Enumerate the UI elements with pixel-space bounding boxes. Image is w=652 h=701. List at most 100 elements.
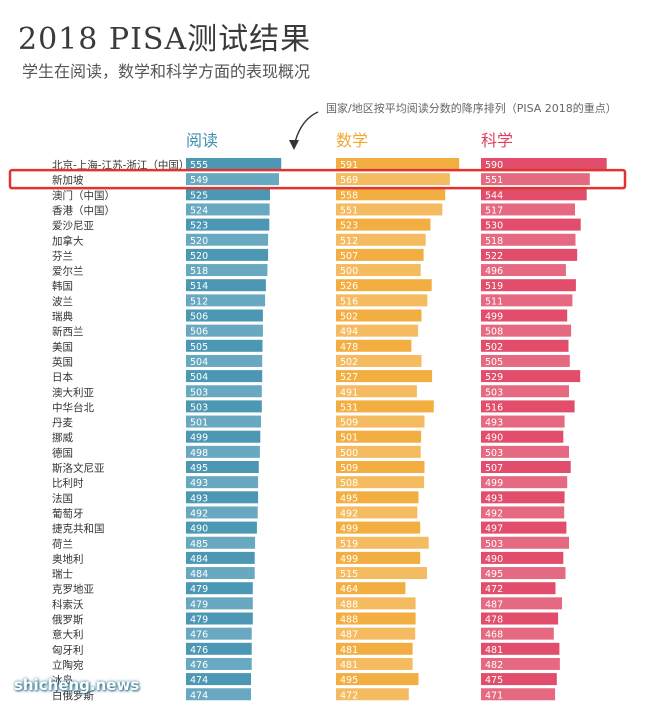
bar-value-label: 491 bbox=[340, 387, 358, 398]
bar bbox=[481, 430, 564, 443]
bar bbox=[336, 461, 425, 473]
bar-value-label: 502 bbox=[340, 312, 358, 323]
bar bbox=[481, 400, 575, 413]
bar-value-label: 514 bbox=[190, 281, 208, 292]
bar bbox=[481, 627, 554, 640]
bar bbox=[186, 521, 257, 534]
bar bbox=[186, 415, 261, 428]
bar bbox=[336, 506, 418, 519]
bar-value-label: 495 bbox=[485, 569, 503, 580]
bar bbox=[186, 370, 263, 383]
bar-value-label: 591 bbox=[340, 160, 358, 171]
bar-value-label: 503 bbox=[190, 402, 208, 413]
bar-value-label: 517 bbox=[485, 205, 503, 216]
bar bbox=[481, 370, 581, 383]
country-label: 中华台北 bbox=[52, 401, 94, 414]
bar-value-label: 488 bbox=[340, 615, 358, 626]
bar bbox=[336, 597, 416, 610]
bar-value-label: 494 bbox=[340, 327, 358, 338]
bar bbox=[336, 294, 428, 307]
bar-value-label: 507 bbox=[340, 251, 358, 262]
bar-value-label: 464 bbox=[340, 584, 358, 595]
bar bbox=[186, 506, 258, 519]
bar bbox=[186, 218, 270, 231]
bar-value-label: 509 bbox=[340, 418, 358, 429]
bar-value-label: 502 bbox=[340, 357, 358, 368]
bar-value-label: 520 bbox=[190, 236, 208, 247]
bar-value-label: 523 bbox=[340, 221, 358, 232]
bar-value-label: 505 bbox=[190, 342, 208, 353]
bar bbox=[336, 339, 412, 352]
bar bbox=[186, 188, 270, 201]
bar-value-label: 484 bbox=[190, 554, 208, 565]
bar bbox=[186, 339, 263, 352]
bar-value-label: 499 bbox=[340, 524, 358, 535]
bar-value-label: 551 bbox=[485, 175, 503, 186]
bar-value-label: 504 bbox=[190, 357, 208, 368]
country-label: 波兰 bbox=[52, 295, 73, 308]
bar-value-label: 551 bbox=[340, 205, 358, 216]
country-label: 澳大利亚 bbox=[52, 386, 94, 399]
country-label: 韩国 bbox=[52, 280, 73, 293]
bar-value-label: 505 bbox=[485, 357, 503, 368]
bar-value-label: 502 bbox=[485, 342, 503, 353]
bar-value-label: 471 bbox=[485, 690, 503, 701]
bar-value-label: 492 bbox=[190, 508, 208, 519]
bar bbox=[481, 551, 564, 564]
bar bbox=[186, 582, 253, 595]
bar bbox=[481, 264, 566, 277]
bar-value-label: 476 bbox=[190, 645, 208, 656]
bar-value-label: 487 bbox=[340, 630, 358, 641]
bar-value-label: 499 bbox=[340, 554, 358, 565]
country-label: 匈牙利 bbox=[52, 643, 84, 656]
country-label: 比利时 bbox=[52, 477, 84, 490]
column-header-1: 数学 bbox=[336, 131, 368, 150]
bar bbox=[481, 506, 565, 519]
sort-note: 国家/地区按平均阅读分数的降序排列（PISA 2018的重点） bbox=[326, 102, 617, 115]
bar-value-label: 495 bbox=[340, 675, 358, 686]
bar bbox=[336, 612, 416, 625]
country-label: 芬兰 bbox=[52, 249, 73, 262]
bar bbox=[481, 491, 565, 504]
bar bbox=[186, 551, 255, 564]
bar bbox=[336, 309, 422, 322]
bar-value-label: 524 bbox=[190, 205, 208, 216]
bar-value-label: 476 bbox=[190, 630, 208, 641]
bar bbox=[481, 173, 590, 186]
bar-value-label: 511 bbox=[485, 296, 503, 307]
country-label: 北京-上海-江苏-浙江（中国） bbox=[52, 159, 189, 172]
bar bbox=[481, 309, 568, 322]
bar-value-label: 478 bbox=[340, 342, 358, 353]
bar bbox=[186, 567, 255, 580]
bar bbox=[336, 173, 450, 186]
bar-value-label: 476 bbox=[190, 660, 208, 671]
bar bbox=[336, 567, 427, 580]
country-label: 法国 bbox=[52, 492, 73, 505]
bar-value-label: 503 bbox=[485, 387, 503, 398]
bar-value-label: 490 bbox=[190, 524, 208, 535]
bar-value-label: 482 bbox=[485, 660, 503, 671]
bar-value-label: 490 bbox=[485, 554, 503, 565]
bar bbox=[336, 203, 443, 216]
bar bbox=[481, 521, 567, 534]
bar bbox=[186, 385, 262, 398]
bar bbox=[186, 309, 263, 322]
bar-value-label: 519 bbox=[485, 281, 503, 292]
bar-value-label: 515 bbox=[340, 569, 358, 580]
bar-value-label: 501 bbox=[340, 433, 358, 444]
bar-value-label: 481 bbox=[340, 645, 358, 656]
bar-value-label: 549 bbox=[190, 175, 208, 186]
bar bbox=[186, 627, 252, 640]
bar bbox=[336, 354, 422, 367]
bar-value-label: 488 bbox=[340, 599, 358, 610]
bar bbox=[186, 294, 266, 307]
bar-value-label: 479 bbox=[190, 615, 208, 626]
bar bbox=[481, 476, 568, 489]
bar bbox=[186, 688, 251, 701]
country-label: 奥地利 bbox=[52, 552, 84, 565]
bar-value-label: 516 bbox=[485, 402, 503, 413]
bar-value-label: 544 bbox=[485, 190, 503, 201]
bar bbox=[336, 188, 446, 201]
bar bbox=[481, 445, 569, 458]
